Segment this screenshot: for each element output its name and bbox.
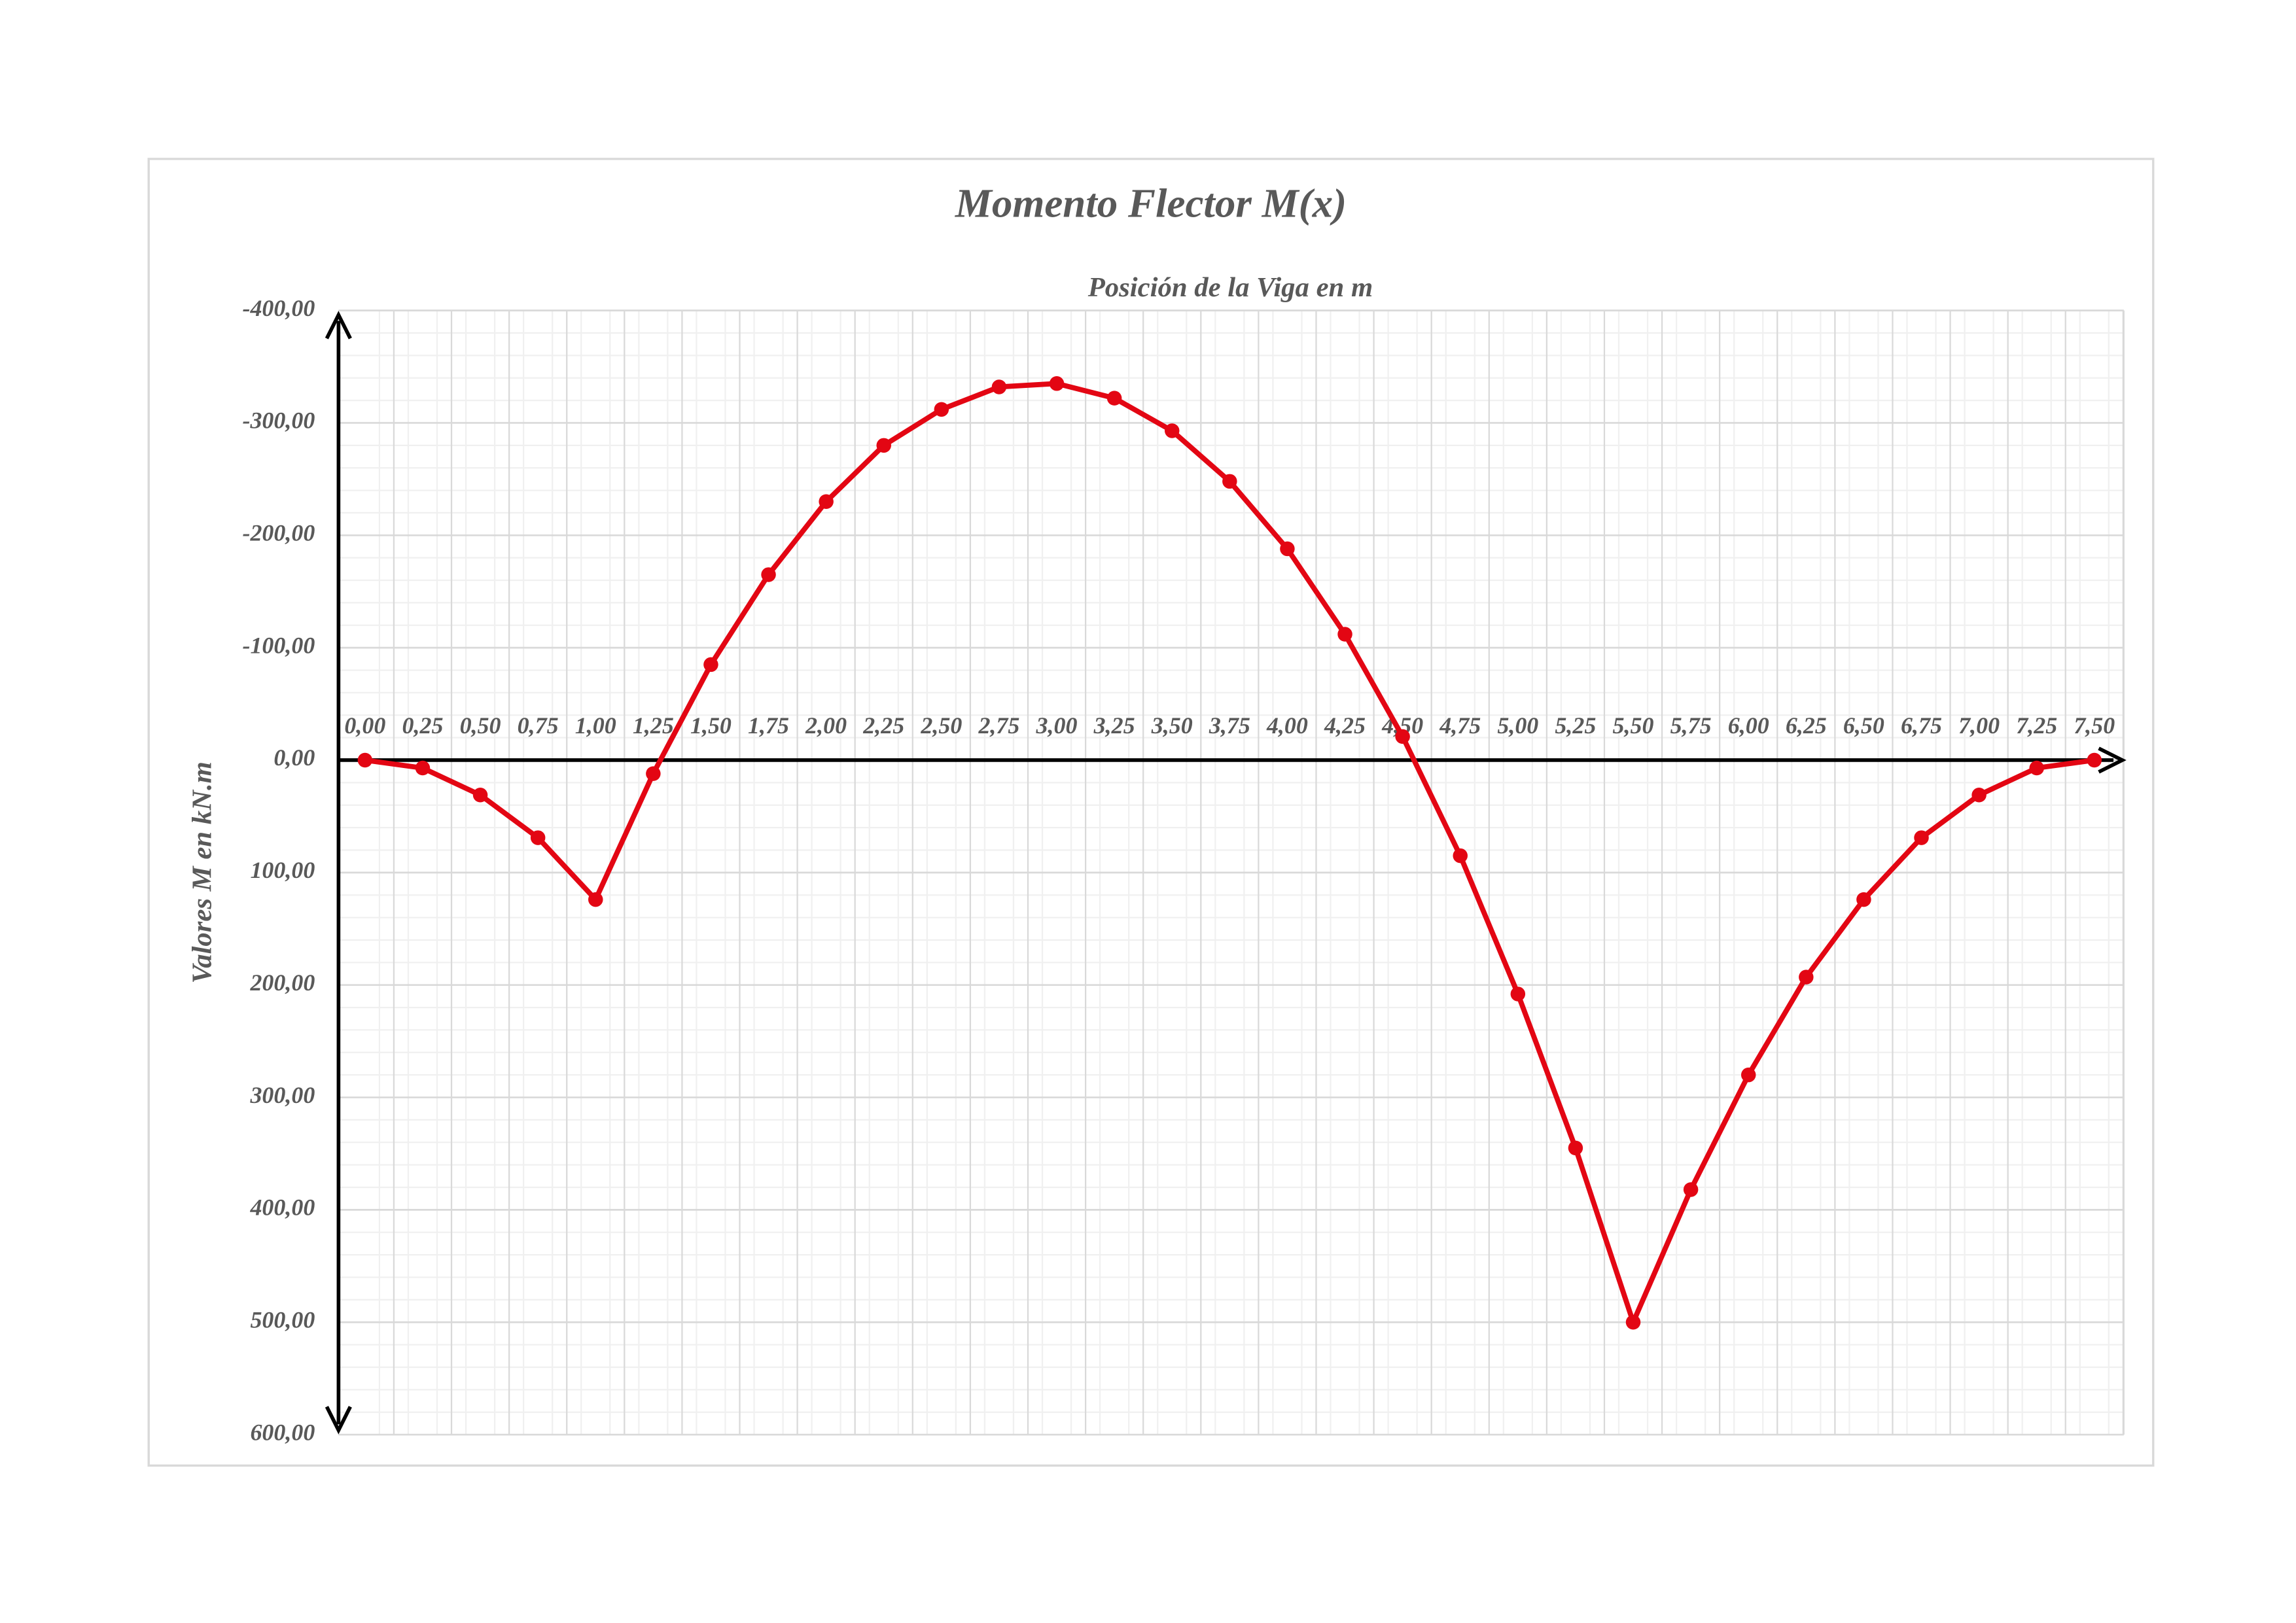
x-tick-label: 1,50: [690, 712, 732, 739]
data-point: [1164, 423, 1180, 438]
data-point: [1222, 474, 1237, 489]
y-tick-label: -400,00: [242, 295, 315, 321]
y-tick-label: 500,00: [250, 1306, 315, 1333]
x-tick-label: 3,50: [1151, 712, 1193, 739]
x-tick-label: 4,75: [1439, 712, 1481, 739]
x-tick-label: 2,50: [920, 712, 962, 739]
x-tick-label: 6,25: [1786, 712, 1827, 739]
y-axis-label: Valores M en kN.m: [186, 761, 217, 983]
data-point: [1914, 830, 1929, 845]
x-tick-label: 0,50: [460, 712, 501, 739]
x-tick-label: 3,25: [1093, 712, 1135, 739]
y-tick-label: 600,00: [250, 1419, 315, 1445]
data-point: [415, 760, 431, 776]
y-tick-label: -300,00: [242, 408, 315, 434]
x-tick-label: 2,25: [862, 712, 904, 739]
x-tick-label: 6,00: [1728, 712, 1769, 739]
data-point: [2029, 760, 2044, 776]
x-tick-label: 7,00: [1958, 712, 2000, 739]
y-axis-arrows: [325, 311, 352, 1435]
x-tick-label: 1,75: [748, 712, 789, 739]
x-tick-label: 4,00: [1266, 712, 1308, 739]
data-point: [530, 830, 546, 845]
data-point: [819, 494, 834, 509]
y-tick-label: 100,00: [250, 857, 315, 883]
data-point: [472, 788, 488, 803]
x-tick-label: 3,75: [1209, 712, 1250, 739]
chart-frame: [147, 158, 2155, 1467]
data-point: [1799, 969, 1814, 985]
data-point: [761, 567, 776, 582]
x-tick-label: 0,75: [518, 712, 559, 739]
x-tick-label: 2,75: [978, 712, 1019, 739]
x-tick-label: 5,25: [1555, 712, 1596, 739]
x-tick-label: 5,50: [1613, 712, 1654, 739]
y-tick-label: 200,00: [249, 969, 315, 996]
x-tick-label: 6,75: [1901, 712, 1942, 739]
data-point: [1740, 1067, 1756, 1083]
data-point: [1856, 892, 1871, 907]
data-point: [1049, 376, 1065, 391]
x-tick-label: 5,75: [1670, 712, 1712, 739]
x-tick-label: 0,00: [344, 712, 385, 739]
x-tick-label: 0,25: [402, 712, 443, 739]
grid: [338, 309, 2125, 1436]
data-point: [1453, 848, 1468, 864]
data-point: [1625, 1314, 1641, 1330]
data-point: [934, 402, 949, 417]
chart-title: Momento Flector M(x): [955, 181, 1347, 226]
data-point: [991, 379, 1007, 394]
x-axis-label: Posición de la Viga en m: [1087, 272, 1373, 303]
x-tick-label: 5,00: [1497, 712, 1538, 739]
data-point: [1106, 391, 1122, 406]
x-axis-arrow: [2098, 746, 2127, 774]
x-tick-label: 1,00: [575, 712, 616, 739]
data-point: [646, 766, 661, 781]
data-point: [1510, 986, 1526, 1002]
y-tick-label: -100,00: [242, 632, 315, 658]
data-point: [2087, 752, 2102, 768]
x-tick-label: 6,50: [1843, 712, 1884, 739]
data-point: [1971, 788, 1987, 803]
x-tick-label: 7,50: [2074, 712, 2115, 739]
data-point: [876, 438, 891, 453]
y-tick-label: 0,00: [274, 744, 315, 771]
data-point: [1683, 1182, 1699, 1197]
x-tick-label: 2,00: [805, 712, 847, 739]
x-tick-label: 1,25: [633, 712, 674, 739]
y-tick-label: 400,00: [249, 1195, 315, 1221]
y-tick-label: -200,00: [242, 520, 315, 546]
data-point: [1337, 627, 1352, 642]
data-point: [1395, 729, 1410, 744]
x-tick-label: 4,25: [1324, 712, 1366, 739]
y-tick-label: 300,00: [249, 1082, 315, 1108]
data-point: [1568, 1140, 1583, 1156]
data-point: [588, 892, 603, 907]
x-tick-label: 7,25: [2016, 712, 2057, 739]
x-tick-label: 3,00: [1036, 712, 1078, 739]
data-point: [703, 657, 718, 672]
data-point: [357, 752, 373, 768]
data-point: [1280, 541, 1295, 557]
